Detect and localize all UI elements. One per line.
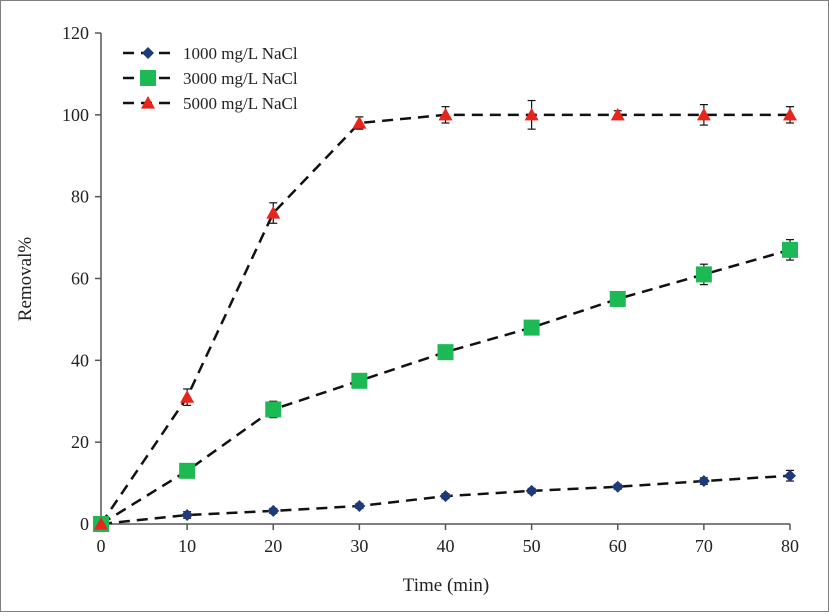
triangle-marker bbox=[696, 107, 711, 121]
square-marker bbox=[140, 70, 156, 86]
diamond-marker bbox=[181, 508, 194, 521]
triangle-marker bbox=[180, 390, 195, 403]
y-tick-label: 20 bbox=[71, 432, 89, 452]
x-tick-label: 30 bbox=[350, 536, 368, 556]
square-marker bbox=[609, 290, 626, 307]
x-tick-label: 60 bbox=[609, 536, 627, 556]
series-line bbox=[99, 113, 790, 525]
x-tick-label: 20 bbox=[264, 536, 282, 556]
y-tick-label: 80 bbox=[71, 187, 89, 207]
triangle-marker bbox=[783, 107, 797, 121]
x-tick-label: 10 bbox=[178, 536, 196, 556]
x-tick-label: 50 bbox=[523, 536, 541, 556]
square-marker bbox=[782, 241, 798, 258]
diamond-marker bbox=[353, 499, 366, 512]
legend-label: 1000 mg/L NaCl bbox=[183, 44, 298, 63]
legend-item: 1000 mg/L NaCl bbox=[123, 44, 298, 63]
x-tick-label: 0 bbox=[97, 536, 106, 556]
triangle-marker bbox=[266, 206, 281, 219]
x-axis-label: Time (min) bbox=[403, 575, 489, 596]
diamond-marker bbox=[611, 480, 624, 493]
series-line bbox=[100, 248, 791, 526]
square-marker bbox=[265, 401, 282, 418]
triangle-marker bbox=[438, 107, 453, 121]
square-marker bbox=[437, 344, 454, 361]
y-tick-label: 100 bbox=[62, 105, 89, 125]
diamond-marker bbox=[784, 469, 796, 482]
y-axis-label: Removal% bbox=[15, 237, 36, 322]
diamond-marker bbox=[142, 47, 154, 59]
square-marker bbox=[523, 319, 540, 336]
triangle-marker bbox=[94, 517, 108, 530]
square-marker bbox=[351, 372, 368, 389]
diamond-marker bbox=[267, 504, 280, 517]
triangle-marker bbox=[141, 96, 155, 109]
triangle-marker bbox=[352, 116, 367, 129]
x-tick-label: 70 bbox=[695, 536, 713, 556]
legend-item: 5000 mg/L NaCl bbox=[123, 94, 298, 113]
x-tick-label: 80 bbox=[781, 536, 799, 556]
triangle-marker bbox=[524, 107, 539, 121]
legend-item: 3000 mg/L NaCl bbox=[123, 69, 298, 88]
legend-label: 5000 mg/L NaCl bbox=[183, 94, 298, 113]
x-tick-label: 40 bbox=[437, 536, 455, 556]
diamond-marker bbox=[697, 475, 710, 488]
square-marker bbox=[179, 462, 196, 479]
diamond-marker bbox=[525, 484, 538, 497]
legend-label: 3000 mg/L NaCl bbox=[183, 69, 298, 88]
y-tick-label: 60 bbox=[71, 269, 89, 289]
square-marker bbox=[695, 266, 712, 283]
y-tick-label: 120 bbox=[62, 23, 89, 43]
y-tick-label: 40 bbox=[71, 350, 89, 370]
triangle-marker bbox=[610, 107, 625, 121]
diamond-marker bbox=[439, 490, 452, 503]
y-tick-label: 0 bbox=[80, 514, 89, 534]
